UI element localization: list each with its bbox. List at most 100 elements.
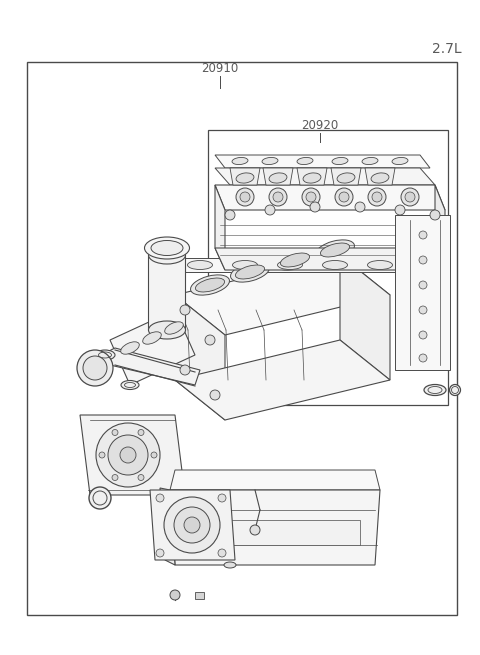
Circle shape — [372, 192, 382, 202]
Polygon shape — [80, 415, 185, 495]
Ellipse shape — [412, 261, 437, 269]
Polygon shape — [331, 168, 361, 185]
Circle shape — [302, 188, 320, 206]
Circle shape — [170, 590, 180, 600]
Circle shape — [99, 452, 105, 458]
Polygon shape — [215, 185, 445, 210]
Circle shape — [138, 430, 144, 436]
Ellipse shape — [148, 246, 185, 264]
Polygon shape — [175, 295, 225, 420]
Ellipse shape — [224, 562, 236, 568]
Polygon shape — [215, 155, 430, 168]
Ellipse shape — [337, 173, 355, 183]
Circle shape — [419, 354, 427, 362]
Ellipse shape — [188, 261, 213, 269]
Ellipse shape — [269, 173, 287, 183]
Circle shape — [225, 210, 235, 220]
Ellipse shape — [392, 157, 408, 164]
Circle shape — [355, 202, 365, 212]
Circle shape — [310, 202, 320, 212]
Ellipse shape — [143, 332, 161, 344]
Circle shape — [265, 205, 275, 215]
Ellipse shape — [368, 261, 393, 269]
Text: 2.7L: 2.7L — [432, 42, 462, 56]
Bar — [27, 62, 457, 615]
Circle shape — [430, 210, 440, 220]
Ellipse shape — [230, 262, 269, 282]
Circle shape — [419, 281, 427, 289]
Ellipse shape — [297, 157, 313, 164]
Circle shape — [419, 306, 427, 314]
Circle shape — [77, 350, 113, 386]
Circle shape — [83, 356, 107, 380]
Circle shape — [419, 231, 427, 239]
Circle shape — [205, 335, 215, 345]
Polygon shape — [297, 168, 327, 185]
Ellipse shape — [121, 381, 139, 390]
Polygon shape — [88, 348, 200, 385]
Circle shape — [112, 474, 118, 481]
Circle shape — [180, 365, 190, 375]
Ellipse shape — [424, 384, 446, 396]
Ellipse shape — [276, 250, 314, 270]
Circle shape — [180, 305, 190, 315]
Polygon shape — [148, 255, 185, 330]
Polygon shape — [365, 168, 395, 185]
Ellipse shape — [277, 261, 302, 269]
Circle shape — [151, 452, 157, 458]
Ellipse shape — [165, 322, 183, 334]
Ellipse shape — [449, 384, 460, 396]
Circle shape — [236, 188, 254, 206]
Ellipse shape — [332, 157, 348, 164]
Polygon shape — [435, 185, 445, 270]
Circle shape — [96, 423, 160, 487]
Circle shape — [405, 192, 415, 202]
Circle shape — [419, 331, 427, 339]
Ellipse shape — [89, 487, 111, 509]
Polygon shape — [175, 340, 390, 420]
Circle shape — [335, 188, 353, 206]
Ellipse shape — [280, 253, 310, 267]
Ellipse shape — [195, 278, 225, 292]
Bar — [195, 592, 204, 599]
Polygon shape — [110, 310, 195, 385]
Circle shape — [218, 494, 226, 502]
Circle shape — [138, 474, 144, 481]
Circle shape — [218, 549, 226, 557]
Ellipse shape — [321, 243, 349, 257]
Circle shape — [339, 192, 349, 202]
Circle shape — [273, 192, 283, 202]
Ellipse shape — [236, 173, 254, 183]
Ellipse shape — [315, 240, 354, 260]
Polygon shape — [170, 258, 450, 272]
Bar — [200, 520, 360, 545]
Polygon shape — [230, 168, 260, 185]
Polygon shape — [263, 168, 293, 185]
Circle shape — [395, 205, 405, 215]
Ellipse shape — [120, 342, 139, 354]
Ellipse shape — [232, 157, 248, 164]
Polygon shape — [395, 215, 450, 370]
Text: 20910: 20910 — [202, 62, 239, 75]
Circle shape — [156, 549, 164, 557]
Circle shape — [419, 256, 427, 264]
Circle shape — [184, 517, 200, 533]
Circle shape — [164, 497, 220, 553]
Circle shape — [269, 188, 287, 206]
Polygon shape — [215, 185, 225, 270]
Circle shape — [368, 188, 386, 206]
Ellipse shape — [232, 261, 257, 269]
Polygon shape — [160, 488, 175, 565]
Circle shape — [250, 525, 260, 535]
Circle shape — [174, 507, 210, 543]
Circle shape — [156, 494, 164, 502]
Circle shape — [210, 390, 220, 400]
Circle shape — [112, 430, 118, 436]
Ellipse shape — [191, 275, 229, 295]
Ellipse shape — [151, 240, 183, 255]
Ellipse shape — [323, 261, 348, 269]
Circle shape — [108, 435, 148, 475]
Bar — [208, 130, 448, 405]
Polygon shape — [215, 248, 445, 270]
Text: 20920: 20920 — [301, 119, 338, 132]
